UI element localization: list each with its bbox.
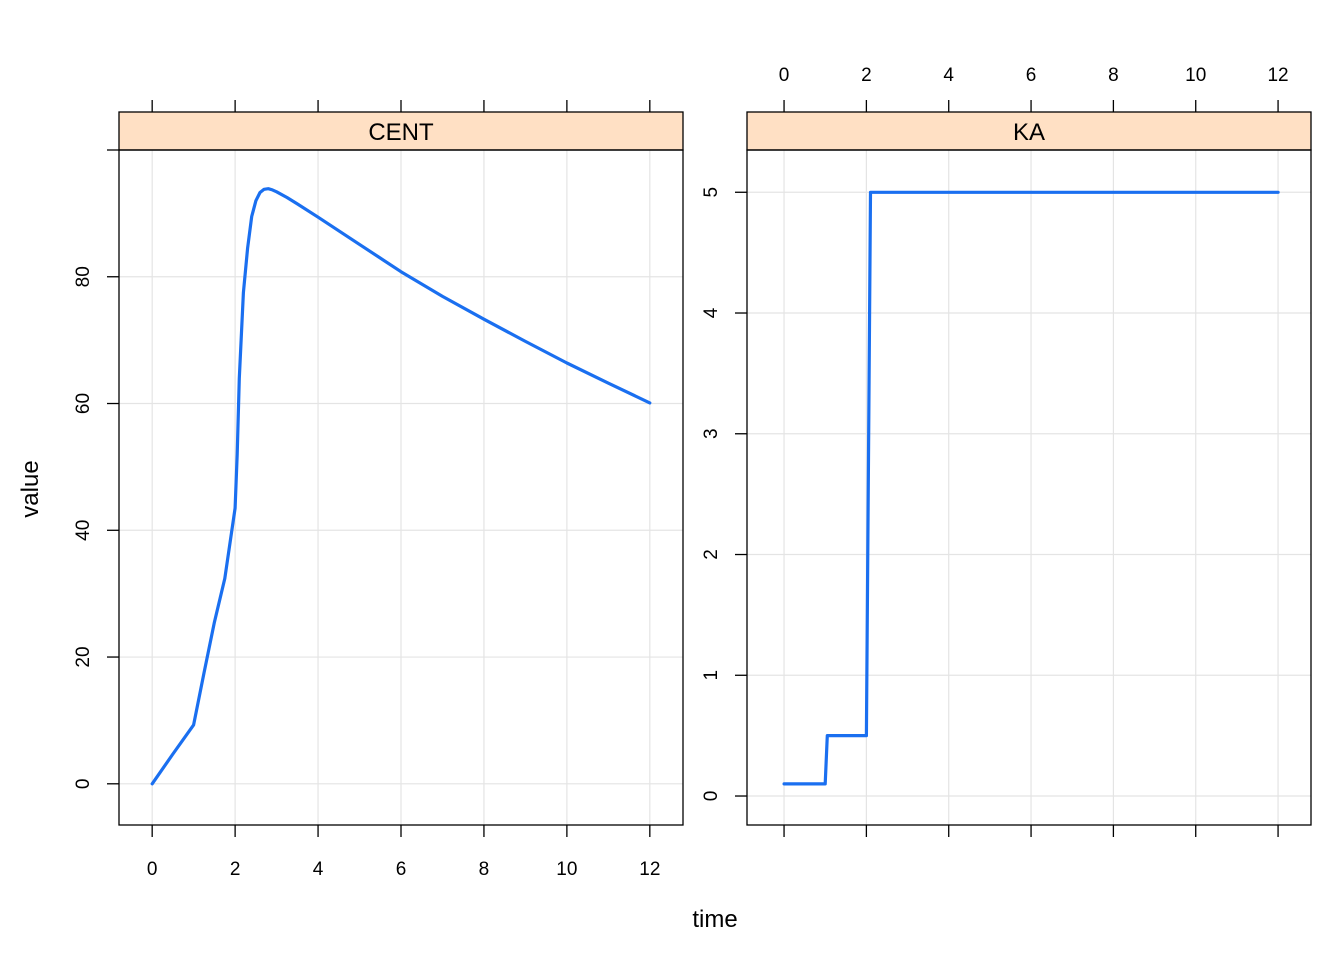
strip-ka: [746, 111, 1312, 151]
y-tick-label: 0: [701, 791, 722, 802]
y-axis-title: value: [17, 460, 44, 517]
x-tick-label: 0: [147, 859, 158, 880]
x-tick-label: 2: [861, 65, 872, 86]
x-tick-label: 8: [1108, 65, 1119, 86]
y-tick-label: 80: [73, 266, 94, 287]
series-line-cent: [150, 187, 652, 786]
x-tick-label: 10: [1185, 65, 1206, 86]
y-tick-label: 5: [701, 187, 722, 198]
strip-cent: [118, 111, 684, 151]
x-tick-label: 12: [639, 859, 660, 880]
y-tick-label: 20: [73, 646, 94, 667]
plot-border: [746, 149, 1312, 826]
y-tick-label: 4: [701, 307, 722, 318]
x-tick-label: 6: [1026, 65, 1037, 86]
strip-label: CENT: [368, 119, 434, 146]
y-tick-label: 40: [73, 520, 94, 541]
y-tick-label: 2: [701, 549, 722, 560]
x-tick-label: 6: [396, 859, 407, 880]
y-tick-label: 60: [73, 393, 94, 414]
x-tick-label: 2: [230, 859, 241, 880]
x-tick-label: 10: [556, 859, 577, 880]
series-line-ka: [782, 190, 1280, 786]
y-tick-label: 0: [73, 779, 94, 790]
x-tick-label: 8: [479, 859, 490, 880]
y-tick-label: 3: [701, 428, 722, 439]
x-tick-label: 4: [313, 859, 324, 880]
x-axis-title: time: [692, 906, 737, 933]
x-tick-label: 12: [1267, 65, 1288, 86]
x-tick-label: 0: [779, 65, 790, 86]
panel-cent: CENT 0 2 4 6 8 10 12 0 20 40 60 80: [73, 100, 684, 880]
strip-label: KA: [1013, 119, 1045, 146]
y-tick-label: 1: [701, 670, 722, 681]
x-tick-label: 4: [943, 65, 954, 86]
